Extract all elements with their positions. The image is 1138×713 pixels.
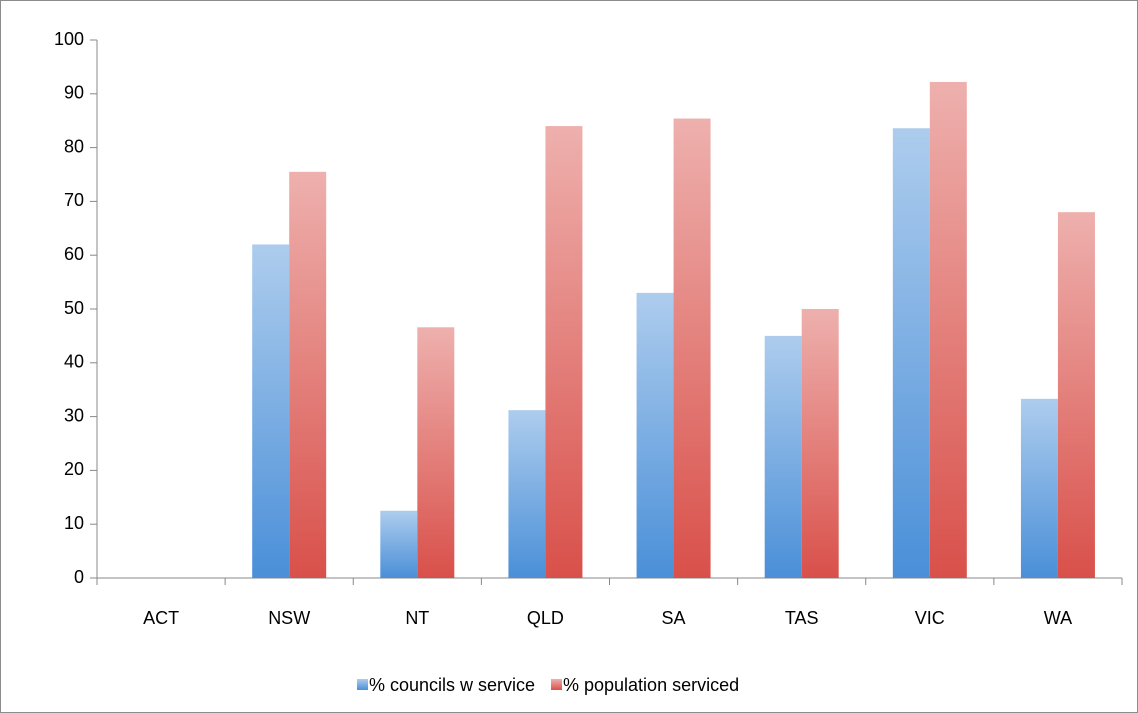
y-tick-label: 70: [64, 190, 84, 210]
y-tick-label: 80: [64, 136, 84, 156]
legend-label: % councils w service: [369, 675, 535, 695]
bar: [764, 335, 802, 578]
x-tick-label: NT: [405, 608, 429, 628]
bar: [252, 244, 290, 578]
y-tick-label: 10: [64, 513, 84, 533]
y-tick-label: 100: [54, 29, 84, 49]
bar: [801, 309, 839, 578]
y-tick-label: 20: [64, 459, 84, 479]
y-tick-label: 30: [64, 405, 84, 425]
bar: [508, 410, 546, 578]
legend-swatch: [551, 679, 562, 690]
x-tick-label: WA: [1044, 608, 1072, 628]
bar: [673, 118, 711, 578]
bar: [1020, 398, 1058, 578]
x-tick-label: TAS: [785, 608, 819, 628]
y-tick-label: 40: [64, 352, 84, 372]
bar: [892, 128, 930, 578]
x-tick-label: SA: [662, 608, 686, 628]
x-tick-label: VIC: [915, 608, 945, 628]
bar: [545, 126, 583, 578]
y-tick-label: 90: [64, 83, 84, 103]
bar: [289, 171, 327, 578]
x-tick-label: ACT: [143, 608, 179, 628]
legend-swatch: [357, 679, 368, 690]
x-tick-label: QLD: [527, 608, 564, 628]
y-tick-label: 50: [64, 298, 84, 318]
bar: [929, 81, 967, 579]
y-tick-label: 0: [74, 567, 84, 587]
y-tick-label: 60: [64, 244, 84, 264]
bar: [380, 510, 418, 578]
legend-label: % population serviced: [563, 675, 739, 695]
bar: [636, 292, 674, 578]
bar: [417, 327, 455, 578]
bar: [1057, 212, 1095, 578]
x-tick-label: NSW: [268, 608, 310, 628]
